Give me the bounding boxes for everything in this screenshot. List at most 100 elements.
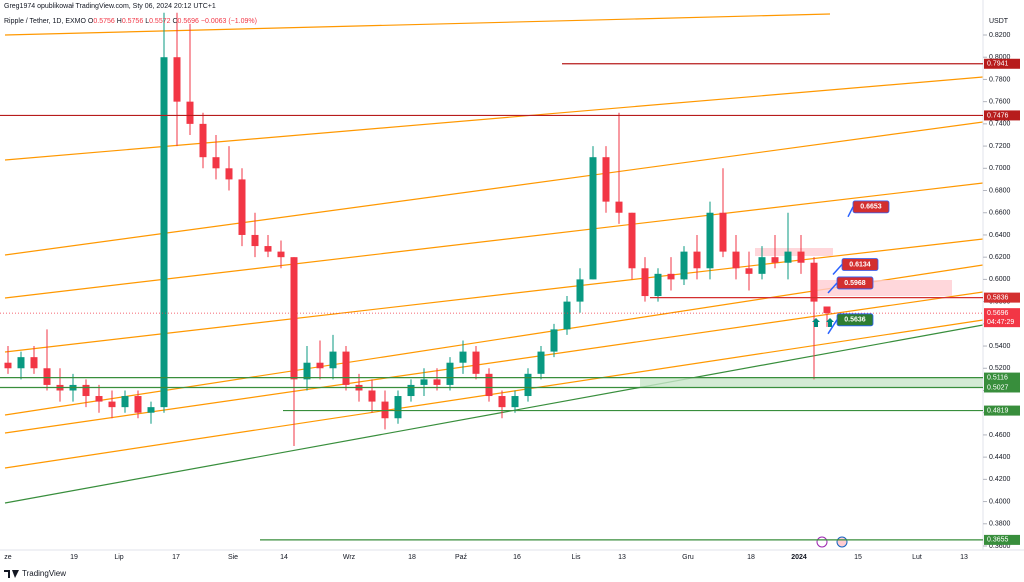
header-part: 0.5756 <box>93 18 115 25</box>
y-tick-label: 0.6600 <box>989 210 1011 217</box>
candle-body <box>82 384 90 397</box>
header-part: O <box>88 18 94 25</box>
x-tick-label: Lip <box>114 554 123 561</box>
price-label: 0.7476 <box>987 112 1009 119</box>
callout-pointer <box>847 206 854 218</box>
y-tick-label: 0.6200 <box>989 254 1011 261</box>
callout-label: 0.5636 <box>844 317 866 324</box>
candle-body <box>563 301 571 330</box>
x-tick-label: 18 <box>747 554 755 561</box>
candle-body <box>511 396 519 408</box>
header-part: C <box>172 18 177 25</box>
header-part: L <box>145 18 149 25</box>
candle-body <box>758 257 766 274</box>
y-tick-label: 0.4200 <box>989 476 1011 483</box>
header-part: 0.5572 <box>149 18 171 25</box>
candle-body <box>550 329 558 352</box>
plot <box>4 12 831 447</box>
currency: USDT <box>989 18 1009 25</box>
candle-body <box>407 384 415 397</box>
candle-body <box>459 351 467 363</box>
y-tick-label: 0.5400 <box>989 343 1011 350</box>
candle-body <box>667 273 675 280</box>
candle-body <box>303 362 311 380</box>
y-tick-label: 0.7800 <box>989 76 1011 83</box>
y-tick-label: 0.8200 <box>989 32 1011 39</box>
y-tick-label: 0.3800 <box>989 521 1011 528</box>
callout-pointer <box>832 264 843 276</box>
symbol-line: Ripple / Tether, 1D, EXMO O0.5756 H0.575… <box>4 18 257 25</box>
candle-body <box>17 357 25 369</box>
y-tick-label: 0.4600 <box>989 432 1011 439</box>
candle-body <box>108 401 116 408</box>
candle-body <box>706 212 714 269</box>
channel-line <box>4 182 984 299</box>
y-tick-label: 0.7400 <box>989 121 1011 128</box>
candle-body <box>368 390 376 402</box>
x-tick-label: 13 <box>960 554 968 561</box>
resistance-zone <box>755 248 833 256</box>
candle-body <box>472 351 480 374</box>
y-tick-label: 0.8000 <box>989 54 1011 61</box>
candle-body <box>628 212 636 269</box>
candle-body <box>4 362 12 369</box>
header-part: H <box>117 18 122 25</box>
countdown: 04:47:29 <box>987 319 1014 326</box>
header-title: Greg1974 opublikował TradingView.com, St… <box>4 3 216 10</box>
price-label: 0.4819 <box>987 407 1009 414</box>
candle-body <box>615 201 623 213</box>
price-label-bg <box>984 382 1020 393</box>
candle-body <box>589 157 597 280</box>
price-label: 0.5027 <box>987 384 1009 391</box>
candle-body <box>693 251 701 269</box>
channel-line <box>4 291 984 434</box>
channel-line <box>4 13 831 36</box>
price-label-bg <box>984 292 1020 303</box>
callout-pointer <box>827 319 838 335</box>
candle-body <box>420 379 428 385</box>
candle-body <box>381 401 389 419</box>
y-tick-label: 0.4000 <box>989 498 1011 505</box>
candle-body <box>121 396 129 408</box>
candle-body <box>537 351 545 374</box>
x-tick-label: 15 <box>854 554 862 561</box>
price-label-bg <box>984 534 1020 545</box>
candle-body <box>784 251 792 263</box>
price-label-bg <box>984 372 1020 383</box>
y-tick-label: 0.3600 <box>989 543 1011 550</box>
candle-body <box>433 379 441 385</box>
candle-body <box>212 157 220 169</box>
y-tick-label: 0.7600 <box>989 98 1011 105</box>
channel-line <box>4 319 984 469</box>
candle-body <box>394 396 402 419</box>
candle-body <box>602 157 610 202</box>
x-tick-label: Paź <box>455 554 468 561</box>
candle-body <box>277 251 285 258</box>
callout-label: 0.6134 <box>849 261 871 268</box>
header-part: Ripple / Tether, 1D, EXMO <box>4 18 87 25</box>
x-tick-label: Wrz <box>343 554 356 561</box>
y-tick-label: 0.7000 <box>989 165 1011 172</box>
brand-logo <box>4 570 19 578</box>
candle-body <box>342 351 350 385</box>
x-tick-label: 16 <box>513 554 521 561</box>
brand: TradingView <box>22 569 66 578</box>
x-tick-label: 14 <box>280 554 288 561</box>
candle-body <box>719 212 727 252</box>
candle-body <box>316 362 324 369</box>
header-part: 0.5756 <box>122 18 144 25</box>
header-part: 0.5696 <box>178 18 200 25</box>
channel-line <box>4 238 984 353</box>
candle-body <box>147 407 155 413</box>
price-label: 0.7941 <box>987 61 1009 68</box>
x-tick-label: 19 <box>70 554 78 561</box>
channel-line <box>4 121 984 256</box>
candle-body <box>810 262 818 302</box>
x-tick-label: 17 <box>172 554 180 561</box>
x-tick-label: Lut <box>912 554 922 561</box>
trend-line <box>4 324 984 504</box>
price-label-bg <box>984 110 1020 121</box>
candle-body <box>745 268 753 274</box>
candle-body <box>225 168 233 180</box>
